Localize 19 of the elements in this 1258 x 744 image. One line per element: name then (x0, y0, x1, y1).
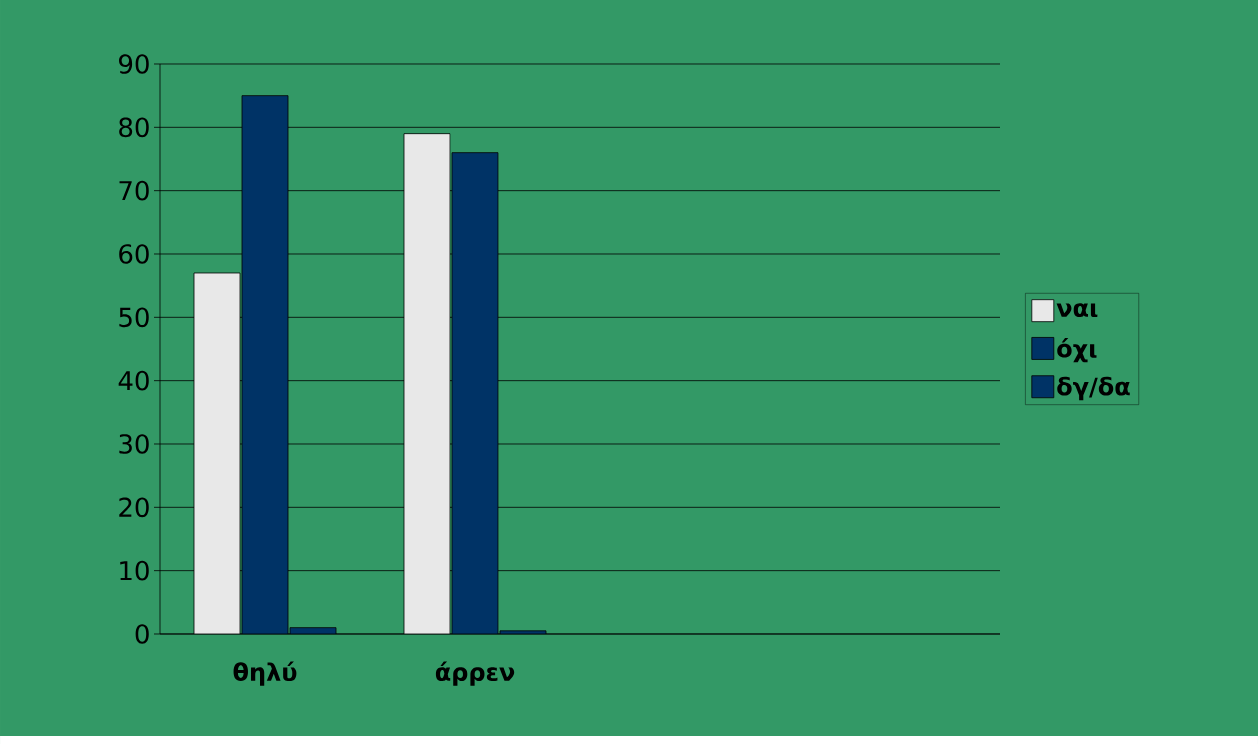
y-tick-label: 20 (119, 497, 149, 518)
y-tick-label: 30 (119, 434, 149, 454)
legend-label: όχι (1057, 338, 1097, 363)
legend-label: δγ/δα (1057, 376, 1130, 401)
x-tick-label: θηλύ (233, 661, 297, 686)
bar (193, 272, 241, 634)
y-tick-label: 10 (120, 560, 149, 581)
y-tick-label: 0 (135, 624, 149, 644)
x-tick-label: άρρεν (435, 661, 515, 686)
y-tick-label: 90 (119, 54, 149, 74)
y-tick-label: 50 (119, 307, 149, 328)
bar (241, 95, 289, 634)
y-tick-label: 40 (118, 370, 149, 391)
y-tick-label: 70 (119, 180, 149, 201)
bar (451, 152, 499, 634)
bar (403, 133, 451, 634)
y-tick-label: 80 (119, 117, 149, 138)
legend-label: ναι (1056, 303, 1098, 318)
y-tick-label: 60 (119, 244, 149, 264)
